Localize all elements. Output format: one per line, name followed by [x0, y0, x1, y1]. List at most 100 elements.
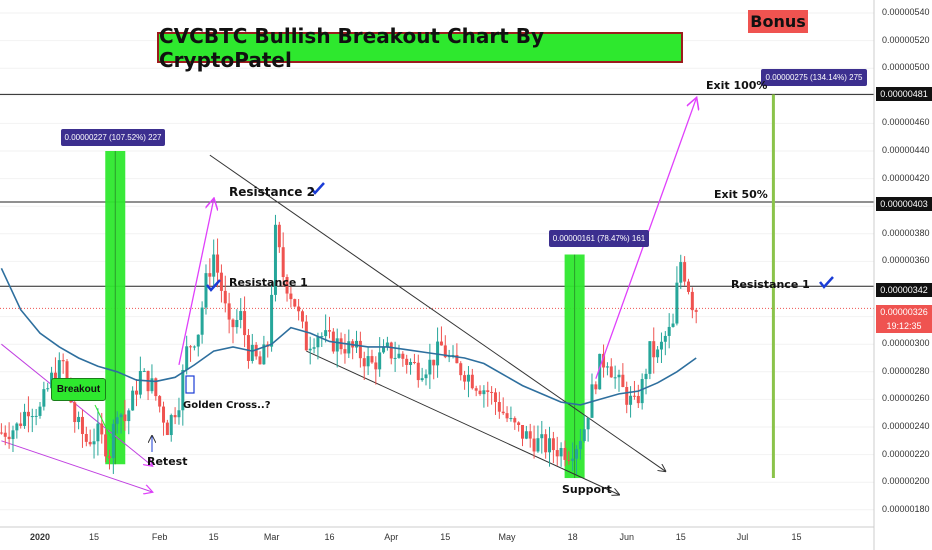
y-tick-label: 0.00000300 — [882, 338, 930, 349]
price-tag-403: 0.00000403 — [876, 197, 932, 211]
candle-body — [216, 254, 220, 273]
y-tick-label: 0.00000200 — [882, 476, 930, 487]
candle-body — [571, 458, 575, 461]
y-tick-label: 0.00000500 — [882, 62, 930, 73]
candle-body — [501, 411, 505, 414]
candle-body — [667, 326, 671, 336]
candle-body — [158, 396, 162, 407]
candle-body — [598, 353, 602, 390]
candle-body — [420, 378, 424, 381]
candle-body — [7, 436, 11, 440]
candle-body — [212, 254, 216, 277]
candle-body — [393, 357, 397, 359]
candle-body — [177, 410, 181, 418]
x-tick-label: May — [498, 532, 516, 542]
candle-body — [127, 410, 131, 422]
x-tick-label: Apr — [384, 532, 399, 542]
y-tick-label: 0.00000220 — [882, 448, 930, 459]
trend-line-3 — [1, 343, 152, 465]
y-tick-label: 0.00000280 — [882, 365, 930, 376]
candle-body — [185, 346, 189, 370]
candle-body — [366, 356, 370, 367]
candle-body — [181, 369, 185, 411]
breakout-pointer — [94, 404, 113, 441]
y-tick-label: 0.00000380 — [882, 227, 930, 238]
candle-body — [652, 341, 656, 358]
y-tick-label: 0.00000260 — [882, 393, 930, 404]
candle-body — [223, 290, 227, 304]
candle-body — [524, 431, 528, 439]
candle-body — [505, 413, 509, 419]
candle-body — [563, 448, 567, 460]
candle-body — [424, 374, 428, 379]
x-tick-label: 15 — [440, 532, 451, 542]
x-tick-label: 15 — [208, 532, 219, 542]
candle-body — [308, 348, 312, 351]
candle-body — [409, 361, 413, 365]
candle-body — [138, 371, 142, 395]
x-tick-label: Feb — [151, 532, 168, 542]
candle-body — [536, 438, 540, 452]
candle-body — [490, 392, 494, 394]
candle-body — [617, 374, 621, 378]
candle-body — [235, 319, 239, 328]
candle-body — [293, 299, 297, 307]
countdown-tag: 19:12:35 — [876, 319, 932, 333]
candle-body — [73, 402, 77, 423]
candle-body — [61, 360, 65, 362]
y-tick-label: 0.00000240 — [882, 421, 930, 431]
candle-body — [497, 402, 501, 412]
candle-body — [412, 361, 416, 363]
candle-body — [297, 306, 301, 312]
candle-body — [686, 281, 690, 292]
candle-body — [690, 291, 694, 311]
x-tick-label: Jun — [619, 532, 634, 542]
candle-body — [416, 362, 420, 381]
candle-body — [478, 390, 482, 395]
candle-body — [243, 311, 247, 336]
candle-body — [555, 450, 559, 457]
price-tag-current: 0.00000326 — [876, 305, 932, 319]
candle-body — [567, 459, 571, 461]
candle-body — [231, 319, 235, 328]
candle-body — [559, 448, 563, 457]
candle-body — [123, 414, 127, 422]
candle-body — [625, 386, 629, 405]
candle-body — [104, 434, 108, 457]
candle-body — [382, 346, 386, 353]
candle-body — [648, 341, 652, 374]
candle-body — [374, 362, 378, 370]
x-tick-label: 15 — [675, 532, 686, 542]
candle-body — [463, 375, 467, 382]
candle-body — [53, 372, 57, 383]
x-tick-label: 18 — [567, 532, 578, 542]
candle-body — [262, 344, 266, 365]
candle-body — [455, 354, 459, 364]
candle-body — [80, 416, 84, 434]
candle-body — [548, 438, 552, 453]
candle-body — [578, 441, 582, 450]
candle-body — [77, 416, 81, 423]
y-tick-label: 0.00000460 — [882, 117, 930, 128]
candle-body — [154, 378, 158, 397]
check-mark-resistance-1-left — [206, 279, 221, 292]
candle-body — [517, 422, 521, 426]
candle-body — [675, 282, 679, 324]
candle-body — [173, 415, 177, 418]
candle-body — [683, 262, 687, 282]
bonus-badge[interactable]: Bonus — [748, 10, 808, 33]
candle-body — [659, 341, 663, 350]
candle-body — [15, 423, 19, 431]
candle-body — [289, 293, 293, 300]
candle-body — [169, 415, 173, 436]
candle-body — [486, 390, 490, 393]
resistance-2-label: Resistance 2 — [229, 185, 315, 199]
candle-body — [370, 356, 374, 363]
candle-body — [459, 363, 463, 376]
price-tag-342: 0.00000342 — [876, 283, 932, 297]
candle-body — [385, 342, 389, 347]
candle-body — [324, 330, 328, 337]
candle-body — [636, 395, 640, 404]
y-tick-label: 0.00000520 — [882, 34, 930, 45]
